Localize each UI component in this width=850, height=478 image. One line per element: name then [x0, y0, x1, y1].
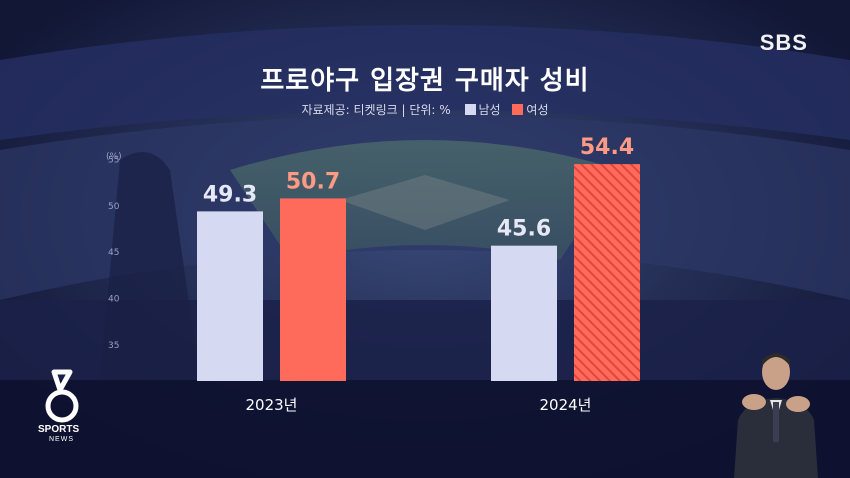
y-axis-unit: (%) [106, 152, 122, 162]
data-label: 49.3 [203, 182, 257, 207]
news-label: NEWS [49, 436, 74, 443]
source-text: 자료제공: 티켓링크 | 단위: % [301, 103, 451, 117]
legend-label-female: 여성 [526, 103, 549, 117]
y-tick-label: 45 [108, 248, 119, 258]
y-tick-label: 40 [108, 295, 120, 305]
data-label: 45.6 [497, 217, 551, 242]
sports-news-logo: SPORTS NEWS [38, 368, 84, 444]
sbs-logo: SBS [759, 30, 808, 55]
sign-language-interpreter [734, 353, 818, 478]
eight-logo-icon [45, 369, 79, 423]
legend-swatch-male [464, 104, 476, 115]
bar-female-1 [574, 164, 640, 381]
y-tick-label: 35 [108, 341, 119, 351]
bar-female-0 [280, 198, 346, 381]
bar-male-1 [491, 245, 557, 381]
y-tick-label: 50 [108, 202, 120, 212]
x-category-label: 2023년 [246, 396, 298, 414]
sports-label: SPORTS [38, 424, 80, 435]
legend-label-male: 남성 [478, 103, 501, 117]
source-and-legend: 자료제공: 티켓링크 | 단위: % 남성 여성 [0, 101, 850, 118]
data-label: 54.4 [580, 135, 634, 160]
data-label: 50.7 [286, 169, 340, 194]
bar-male-0 [197, 211, 263, 381]
y-tick-label: 55 [108, 156, 119, 166]
x-category-label: 2024년 [540, 396, 592, 414]
chart-title: 프로야구 입장권 구매자 성비 [260, 66, 590, 96]
legend-swatch-female [512, 104, 524, 115]
